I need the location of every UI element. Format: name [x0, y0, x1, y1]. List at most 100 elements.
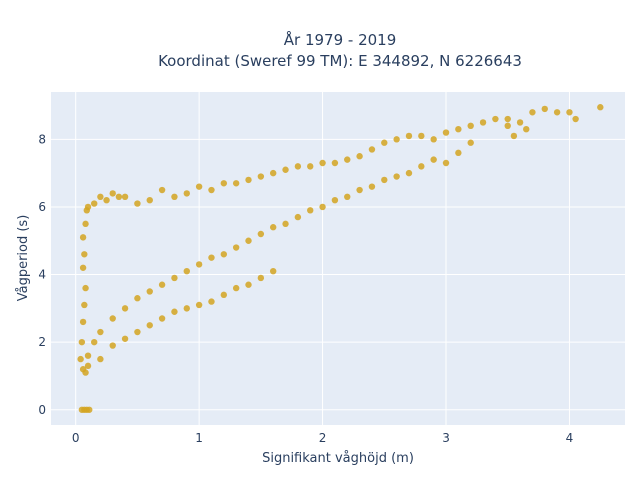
scatter-point [97, 328, 104, 336]
scatter-point [79, 264, 87, 271]
scatter-point [319, 203, 326, 211]
scatter-point [158, 281, 166, 288]
scatter-point [492, 115, 499, 123]
scatter-point [523, 125, 530, 133]
scatter-points [77, 104, 604, 413]
scatter-point [208, 254, 215, 261]
scatter-point [79, 318, 87, 326]
chart-title-line1: År 1979 - 2019 [284, 30, 397, 49]
scatter-point [79, 234, 87, 241]
scatter-point [356, 153, 363, 160]
scatter-point [393, 173, 400, 180]
scatter-point [109, 190, 116, 197]
scatter-point [171, 308, 178, 315]
scatter-point [307, 207, 314, 214]
scatter-point [504, 115, 511, 123]
scatter-point [220, 251, 228, 258]
scatter-point [405, 132, 413, 140]
scatter-point [183, 267, 190, 275]
scatter-point [171, 193, 178, 201]
scatter-point [294, 213, 302, 221]
scatter-point [344, 156, 351, 163]
scatter-point [220, 291, 228, 299]
scatter-point [115, 193, 123, 201]
scatter-point [97, 355, 104, 363]
scatter-point [257, 173, 265, 180]
scatter-point [381, 139, 388, 146]
plot-area [51, 92, 625, 425]
chart-title-line2: Koordinat (Sweref 99 TM): E 344892, N 62… [158, 52, 522, 70]
scatter-point [282, 220, 289, 228]
scatter-point [510, 132, 518, 140]
scatter-point [572, 115, 579, 123]
scatter-point [146, 322, 153, 329]
scatter-point [84, 352, 92, 359]
scatter-point [269, 169, 277, 177]
scatter-point [455, 149, 462, 157]
y-tick-label: 8 [38, 132, 46, 146]
scatter-point [344, 193, 351, 201]
scatter-point [82, 220, 89, 228]
scatter-point [566, 109, 573, 116]
x-axis-ticks: 0 1 2 3 4 [72, 431, 573, 445]
scatter-point [504, 122, 511, 130]
scatter-point [442, 159, 450, 167]
scatter-point [82, 284, 89, 292]
scatter-point [195, 301, 203, 309]
x-axis-title: Signifikant våghöjd (m) [262, 451, 414, 466]
scatter-point [282, 166, 289, 173]
scatter-point [134, 200, 141, 207]
scatter-point [109, 342, 116, 349]
scatter-point [134, 295, 141, 302]
y-axis-title: Vågperiod (s) [16, 215, 31, 302]
scatter-point [418, 132, 425, 140]
x-tick-label: 1 [195, 431, 203, 445]
scatter-point [368, 183, 376, 190]
scatter-point [220, 180, 228, 187]
scatter-point [467, 139, 474, 146]
scatter-point [245, 281, 252, 288]
scatter-point [84, 203, 92, 211]
scatter-point [195, 183, 203, 190]
scatter-point [442, 129, 450, 136]
scatter-point [430, 156, 437, 163]
scatter-point [269, 224, 277, 231]
scatter-point [331, 196, 339, 204]
scatter-point [171, 274, 178, 282]
scatter-point [529, 109, 536, 116]
scatter-point [455, 125, 462, 133]
scatter-point [232, 284, 240, 292]
scatter-point [82, 369, 89, 376]
scatter-point [146, 196, 153, 204]
scatter-point [294, 163, 302, 170]
scatter-point [597, 104, 604, 111]
scatter-point [319, 159, 326, 167]
scatter-point [553, 109, 561, 116]
scatter-point [418, 163, 425, 170]
scatter-point [97, 193, 104, 201]
scatter-point [84, 362, 92, 370]
y-tick-label: 2 [38, 335, 46, 349]
scatter-point [516, 119, 524, 126]
scatter-point [245, 176, 252, 184]
scatter-point [430, 136, 437, 143]
scatter-point [307, 163, 314, 170]
scatter-point [257, 230, 265, 238]
scatter-point [195, 261, 203, 268]
scatter-point [208, 298, 215, 305]
scatter-point [467, 122, 474, 130]
scatter-point [103, 196, 110, 204]
scatter-point [121, 335, 129, 342]
x-tick-label: 3 [442, 431, 450, 445]
x-tick-label: 0 [72, 431, 80, 445]
y-axis-ticks: 0 2 4 6 8 [38, 132, 46, 416]
scatter-point [208, 186, 215, 194]
scatter-point [134, 328, 141, 336]
scatter-point [183, 305, 190, 312]
scatter-point [121, 305, 129, 312]
scatter-point [91, 338, 98, 346]
y-tick-label: 6 [38, 200, 46, 214]
scatter-point [91, 200, 98, 207]
